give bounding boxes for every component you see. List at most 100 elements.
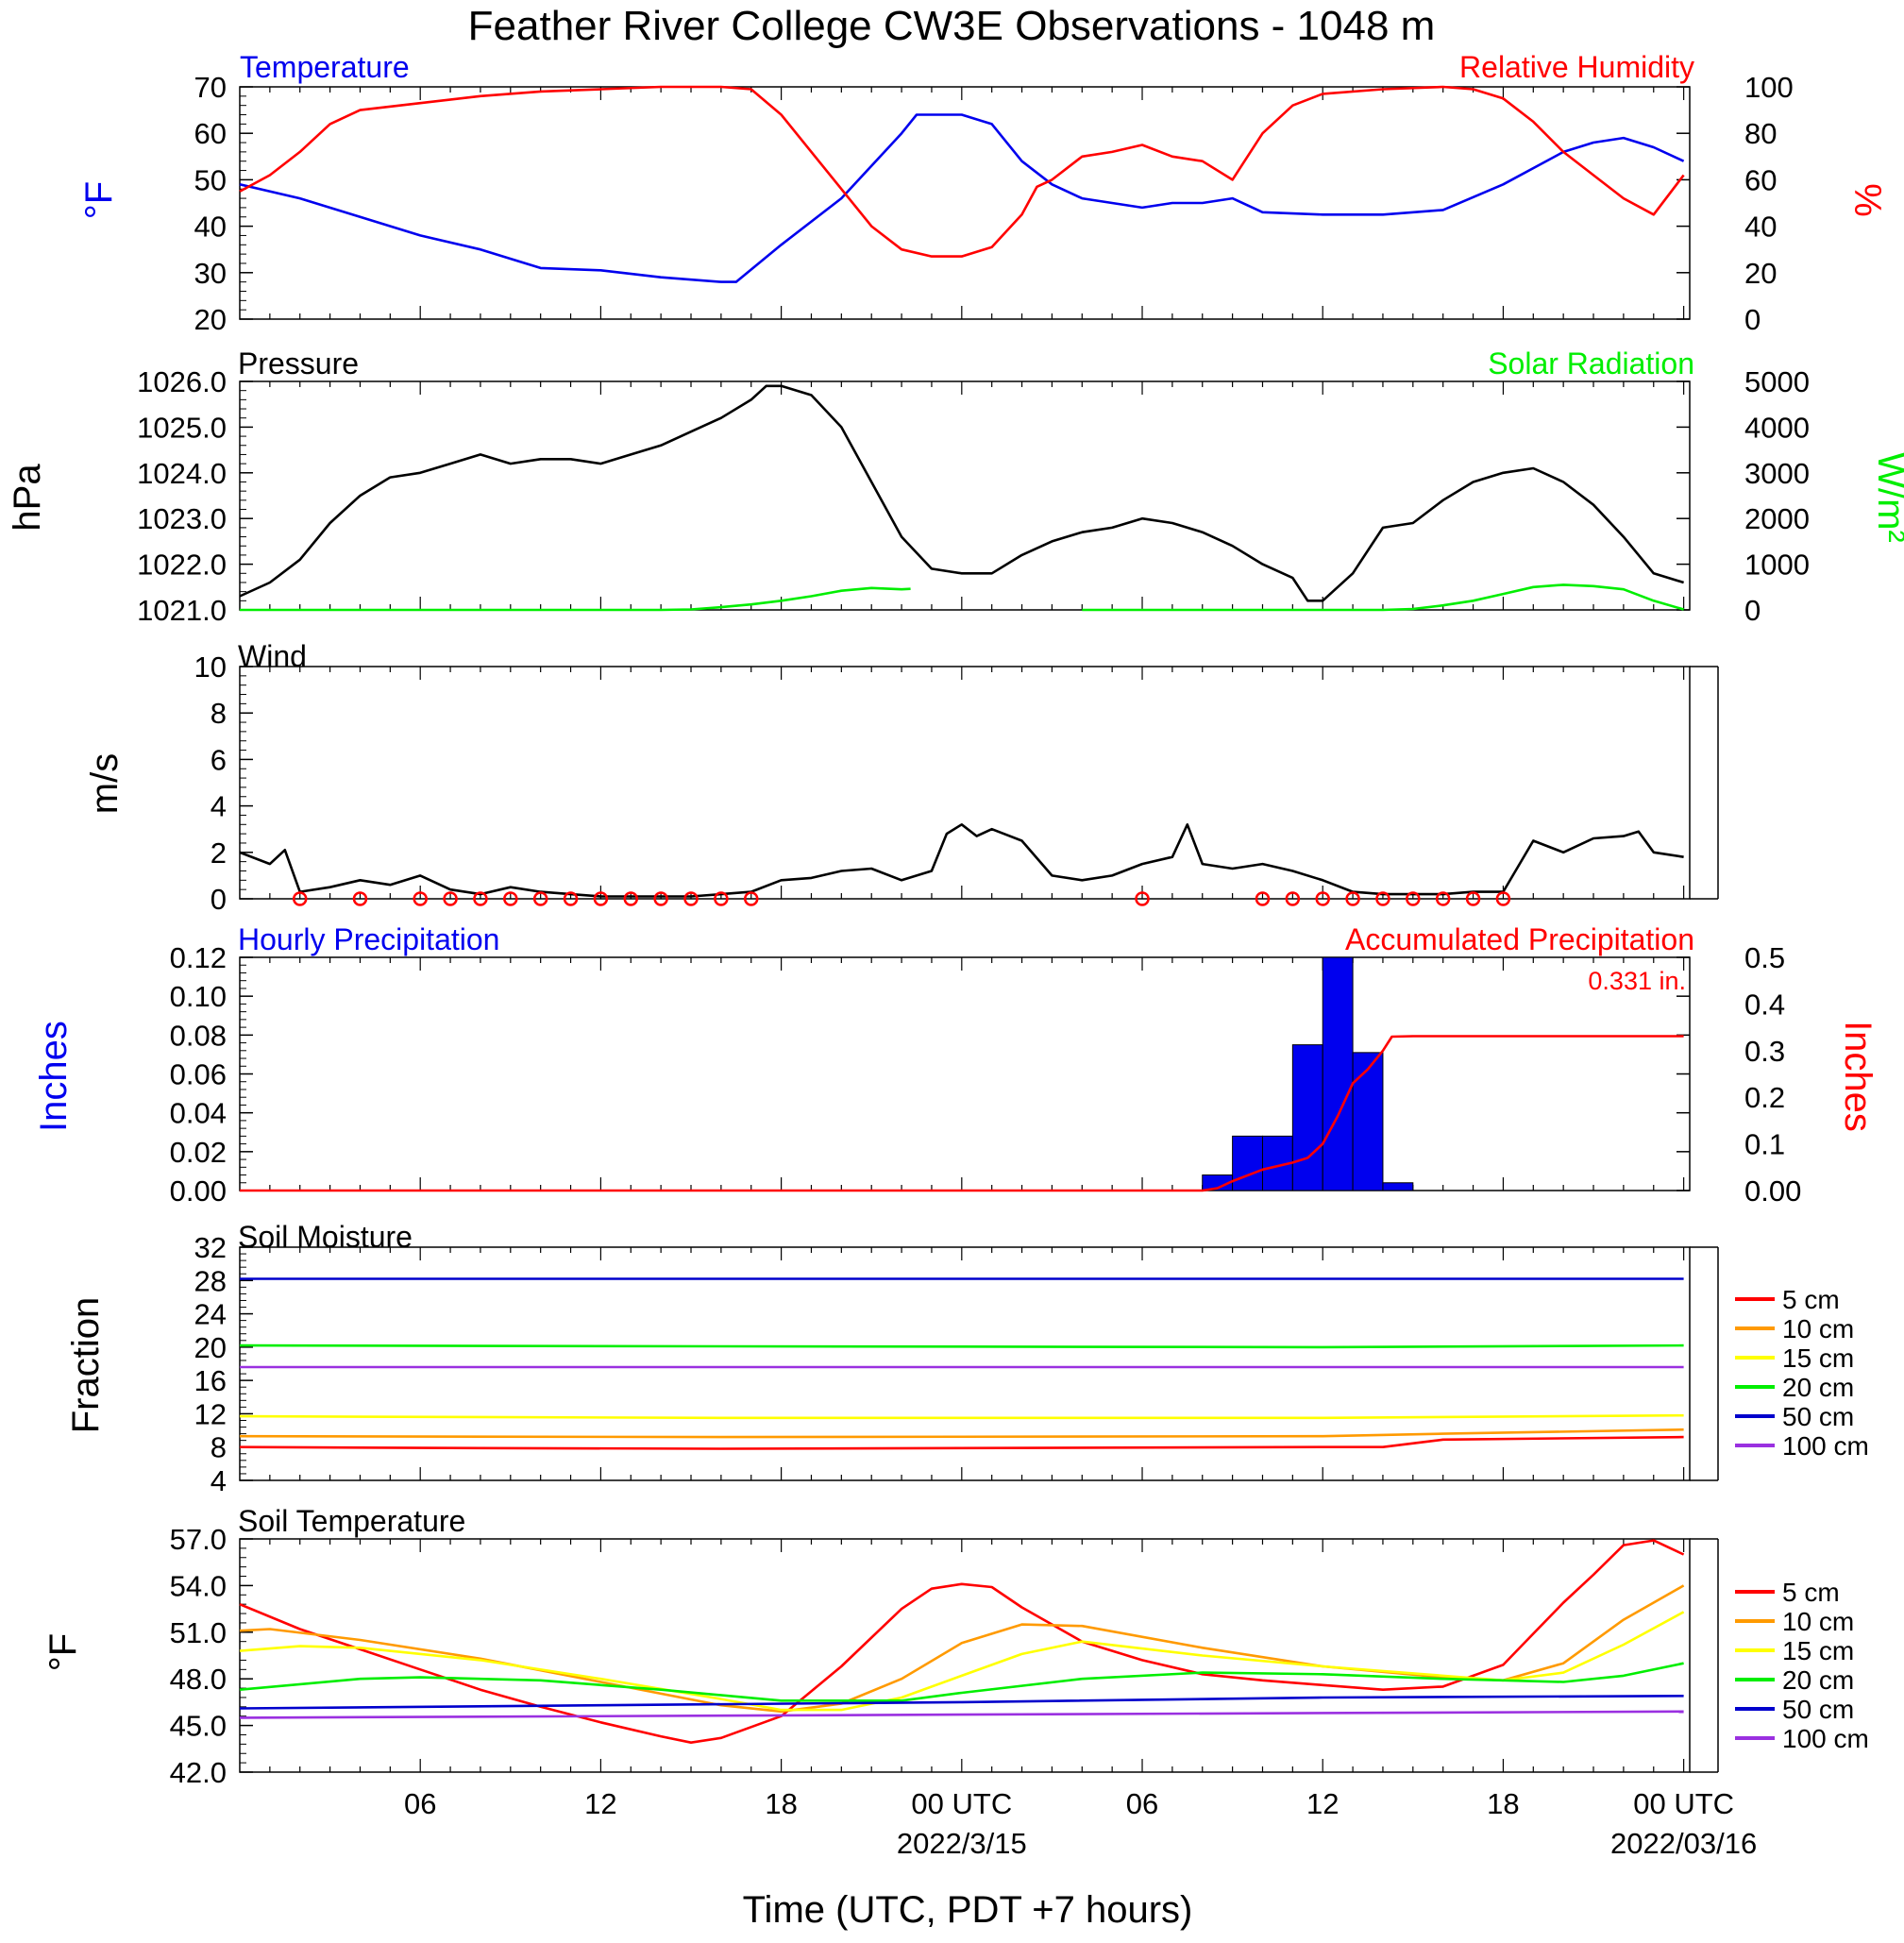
panel-pressure-solar: Pressure Solar Radiation hPa W/m²: [7, 346, 1904, 543]
plot-frame: [239, 380, 1691, 611]
calm-wind-circle: [413, 891, 428, 906]
y-tick-label-right: 0.2: [1744, 1081, 1785, 1114]
y-tick-label-right: 100: [1744, 71, 1794, 104]
y-tick-label-left: 30: [194, 257, 227, 290]
temperature-unit: °F: [78, 181, 120, 219]
series-line-15-cm: [239, 1413, 1684, 1420]
y-tick-label-left: 2: [211, 836, 227, 870]
plot-frame: [239, 1246, 1691, 1481]
legend-label: 20 cm: [1782, 1373, 1854, 1402]
legend-label: 10 cm: [1782, 1607, 1854, 1636]
wind-unit: m/s: [84, 753, 126, 814]
calm-wind-circle: [1285, 891, 1301, 906]
y-tick-label-left: 0.04: [170, 1097, 227, 1130]
humidity-title: Relative Humidity: [1459, 50, 1694, 84]
x-tick-sublabel: 2022/3/15: [897, 1827, 1027, 1860]
calm-wind-circle: [1345, 891, 1360, 906]
y-tick-label-right: 3000: [1744, 457, 1810, 490]
y-tick-label-left: 10: [194, 650, 227, 684]
x-tick-label: 12: [584, 1787, 616, 1820]
y-tick-label-right: 0.5: [1744, 941, 1785, 974]
calm-wind-circle: [683, 891, 699, 906]
y-tick-label-left: 0.06: [170, 1058, 227, 1091]
plot-area-p3: 0 2 4 6 8 10: [194, 650, 1719, 916]
precip-total-label: 0.331 in.: [1588, 967, 1686, 995]
wind-title: Wind: [238, 639, 307, 673]
x-tick-label: 06: [404, 1787, 436, 1820]
accum-precip-unit: Inches: [1837, 1021, 1879, 1132]
y-tick-label-right: 0.4: [1744, 988, 1785, 1021]
precip-bar: [1232, 1135, 1263, 1191]
y-tick-label-left: 1023.0: [137, 502, 227, 535]
y-tick-label-right: 2000: [1744, 502, 1810, 535]
y-tick-label-right: 80: [1744, 117, 1777, 150]
x-tick-label: 18: [765, 1787, 797, 1820]
precip-bar: [1382, 1182, 1414, 1191]
calm-wind-circle: [473, 891, 488, 906]
plot-frame: [239, 1538, 1691, 1773]
plot-area-p6: 42.0 45.0 48.0 51.0 54.0 57.0 06 12 18 00 UTC 2022…: [170, 1523, 1869, 1860]
calm-wind-circle: [1495, 891, 1511, 906]
y-tick-label-right: 0.1: [1744, 1128, 1785, 1161]
y-tick-label-left: 6: [211, 743, 227, 776]
y-tick-label-left: 1026.0: [137, 365, 227, 398]
y-tick-label-left: 40: [194, 211, 227, 244]
humidity-unit: %: [1846, 183, 1888, 217]
soil-moisture-title: Soil Moisture: [238, 1220, 413, 1254]
calm-wind-circle: [653, 891, 668, 906]
x-tick-label: 00 UTC: [1633, 1787, 1734, 1820]
y-tick-label-right: 20: [1744, 257, 1777, 290]
legend-label: 15 cm: [1782, 1636, 1854, 1665]
y-tick-label-right: 60: [1744, 163, 1777, 196]
series-line-20-cm: [239, 1343, 1684, 1349]
y-tick-label-left: 50: [194, 163, 227, 196]
pressure-title: Pressure: [238, 346, 359, 380]
y-tick-label-left: 0.10: [170, 980, 227, 1013]
y-tick-label-left: 32: [194, 1231, 227, 1264]
y-tick-label-left: 8: [211, 697, 227, 730]
precip-bar: [1322, 956, 1354, 1191]
legend-label: 100 cm: [1782, 1724, 1869, 1753]
series-line-solar-radiation: [240, 583, 1684, 612]
y-tick-label-left: 16: [194, 1364, 227, 1397]
panel-precipitation: Hourly Precipitation Accumulated Precipi…: [33, 922, 1879, 1132]
hourly-precip-title: Hourly Precipitation: [238, 922, 499, 956]
series-line-pressure: [239, 384, 1684, 602]
calm-wind-circle: [743, 891, 759, 906]
calm-wind-circle: [623, 891, 639, 906]
pressure-unit: hPa: [7, 464, 48, 532]
y-tick-label-left: 70: [194, 71, 227, 104]
plot-frame: [239, 956, 1691, 1191]
x-tick-label: 18: [1487, 1787, 1519, 1820]
y-tick-label-right: 5000: [1744, 365, 1810, 398]
y-tick-label-left: 1022.0: [137, 549, 227, 582]
panel-temperature-humidity: Temperature Relative Humidity °F %: [78, 50, 1888, 219]
legend-label: 5 cm: [1782, 1285, 1840, 1314]
x-tick-label: 06: [1126, 1787, 1158, 1820]
legend-label: 50 cm: [1782, 1402, 1854, 1431]
y-tick-label-left: 51.0: [170, 1616, 227, 1649]
legend-label: 10 cm: [1782, 1314, 1854, 1343]
y-tick-label-left: 20: [194, 1331, 227, 1364]
series-line-5-cm: [239, 1435, 1684, 1450]
calm-wind-circle: [443, 891, 458, 906]
y-tick-label-right: 40: [1744, 211, 1777, 244]
y-tick-label-left: 60: [194, 117, 227, 150]
calm-wind-circle: [1406, 891, 1421, 906]
panel-soil-moisture: Soil Moisture Fraction: [65, 1220, 413, 1433]
y-tick-label-left: 0.00: [170, 1174, 227, 1208]
y-tick-label-left: 54.0: [170, 1569, 227, 1602]
y-tick-label-left: 28: [194, 1264, 227, 1297]
plot-frame: [239, 86, 1691, 320]
y-tick-label-left: 45.0: [170, 1710, 227, 1743]
plot-frame: [239, 666, 1691, 900]
y-tick-label-left: 24: [194, 1298, 227, 1331]
calm-wind-circle: [1315, 891, 1330, 906]
precip-bar: [1352, 1052, 1384, 1191]
calm-wind-circle: [292, 891, 308, 906]
y-tick-label-left: 0.02: [170, 1136, 227, 1169]
series-line-15-cm: [239, 1611, 1685, 1712]
calm-wind-circle: [352, 891, 368, 906]
soil-temp-unit: °F: [42, 1633, 84, 1671]
